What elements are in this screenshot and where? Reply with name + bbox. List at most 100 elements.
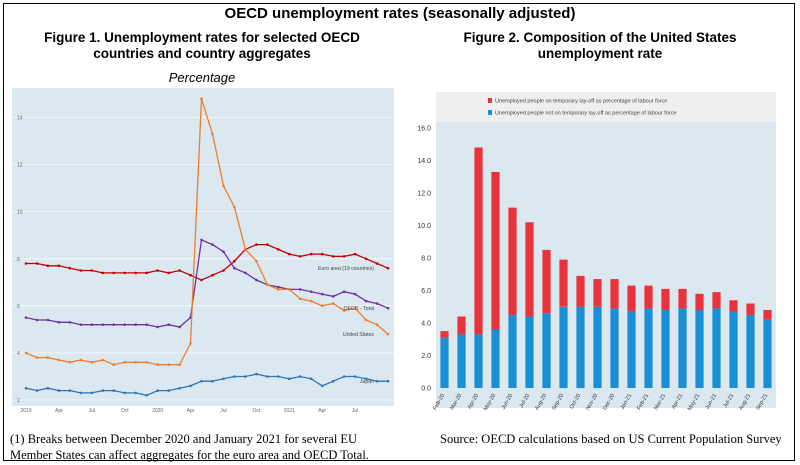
line-point-euro: [331, 255, 335, 258]
line-point-japan: [167, 389, 170, 392]
line-point-us: [90, 361, 94, 364]
line-point-euro: [353, 252, 357, 256]
line-point-oecd: [222, 250, 225, 253]
bar-segment-on-layoff: [525, 222, 534, 317]
line-point-oecd: [331, 295, 335, 298]
line-point-us: [123, 361, 126, 364]
line-point-us: [233, 205, 236, 209]
line-chart-x-tick-label: Jul: [352, 408, 358, 414]
bar-segment-on-layoff: [457, 316, 466, 335]
line-chart-x-tick-label: Apr: [187, 408, 195, 414]
line-point-japan: [277, 375, 280, 378]
bar-segment-not-on-layoff: [542, 313, 551, 389]
line-point-us: [200, 97, 203, 100]
bar-segment-on-layoff: [729, 300, 738, 312]
line-point-oecd: [211, 243, 214, 246]
line-chart-x-tick-label: Apr: [55, 408, 63, 414]
bar-segment-not-on-layoff: [474, 334, 483, 388]
line-point-japan: [156, 389, 159, 392]
line-chart-series: [24, 97, 390, 397]
line-series-label-oecd: OECD - Total: [344, 306, 374, 312]
bar-segment-on-layoff: [712, 292, 721, 309]
line-point-japan: [386, 379, 390, 383]
line-point-us: [79, 358, 83, 362]
bar-segment-on-layoff: [678, 288, 687, 309]
bar-chart-y-tick-label: 6.0: [421, 288, 431, 295]
bar-segment-on-layoff: [474, 147, 483, 335]
line-chart-y-tick-label: 10: [17, 210, 23, 216]
bar-segment-on-layoff: [508, 207, 517, 315]
line-point-oecd: [255, 278, 258, 282]
line-chart-y-tick-label: 12: [17, 163, 23, 169]
line-series-us: [25, 98, 389, 366]
line-point-japan: [145, 394, 148, 397]
line-point-oecd: [375, 302, 379, 305]
bar-segment-not-on-layoff: [678, 308, 687, 388]
bar-segment-not-on-layoff: [661, 310, 670, 388]
line-point-euro: [90, 269, 94, 272]
line-point-us: [101, 358, 105, 362]
line-point-euro: [266, 243, 269, 246]
line-point-us: [288, 288, 291, 291]
line-point-euro: [46, 264, 50, 268]
line-point-oecd: [167, 323, 170, 326]
figure-1-title-line1: Figure 1. Unemployment rates for selecte…: [44, 30, 360, 45]
figure-1-title-line2: countries and country aggregates: [93, 46, 311, 61]
line-point-euro: [79, 269, 83, 272]
bar-segment-not-on-layoff: [508, 314, 517, 388]
line-point-euro: [320, 252, 324, 256]
line-point-japan: [46, 386, 50, 390]
line-point-us: [134, 361, 137, 364]
line-point-euro: [277, 248, 280, 251]
line-chart-x-tick-label: Apr: [318, 408, 326, 414]
line-chart-x-tick-label: 2020: [152, 408, 163, 414]
line-point-japan: [189, 384, 192, 388]
line-point-euro: [288, 252, 291, 256]
line-point-euro: [233, 259, 236, 263]
line-point-euro: [24, 262, 28, 265]
line-point-japan: [123, 391, 126, 395]
line-point-japan: [364, 377, 368, 381]
line-point-euro: [211, 273, 214, 277]
line-point-euro: [309, 252, 313, 256]
line-point-us: [178, 363, 181, 367]
line-chart-gridlines: [12, 117, 394, 401]
line-point-japan: [68, 389, 72, 392]
bar-segment-not-on-layoff: [491, 329, 500, 388]
line-point-oecd: [90, 323, 94, 326]
bar-chart-y-tick-label: 8.0: [421, 256, 431, 263]
figure-1-note-line1: (1) Breaks between December 2020 and Jan…: [10, 432, 358, 446]
line-point-japan: [375, 379, 379, 383]
line-chart-x-axis: 2019 Apr Jul Oct 2020 Apr Jul Oct 2021 Apr Jul: [20, 408, 358, 414]
line-point-us: [112, 363, 116, 367]
line-series-euro: [26, 243, 389, 281]
bar-chart-y-tick-label: 4.0: [421, 321, 431, 328]
bar-segment-on-layoff: [763, 310, 772, 320]
line-chart-series-labels: Euro area (19 countries) OECD - Total Unit…: [318, 266, 374, 385]
line-point-japan: [101, 389, 105, 392]
figure-1-note-line2: Member States can affect aggregates for …: [10, 448, 369, 462]
bar-chart-bars: [440, 147, 772, 389]
line-point-euro: [200, 278, 203, 282]
line-point-japan: [57, 389, 61, 392]
line-point-oecd: [309, 290, 313, 293]
line-point-japan: [24, 386, 28, 390]
line-point-us: [211, 132, 214, 136]
line-point-japan: [222, 377, 225, 381]
bar-segment-not-on-layoff: [440, 337, 449, 388]
line-point-oecd: [79, 323, 83, 326]
line-chart-y-axis: 2 4 6 8 10 12 14: [17, 116, 23, 404]
line-point-oecd: [298, 288, 302, 291]
line-chart-y-tick-label: 4: [17, 351, 20, 357]
bar-chart-y-tick-label: 0.0: [421, 386, 431, 393]
line-point-oecd: [101, 323, 105, 326]
line-point-us: [375, 323, 379, 326]
line-point-euro: [167, 271, 170, 275]
bar-chart-y-tick-label: 14.0: [417, 158, 431, 165]
line-point-us: [364, 318, 368, 322]
line-point-oecd: [68, 321, 72, 324]
line-point-euro: [386, 266, 390, 270]
bar-segment-on-layoff: [661, 288, 670, 310]
figure-2-source: Source: OECD calculations based on US Cu…: [440, 432, 782, 446]
line-point-japan: [35, 389, 39, 392]
